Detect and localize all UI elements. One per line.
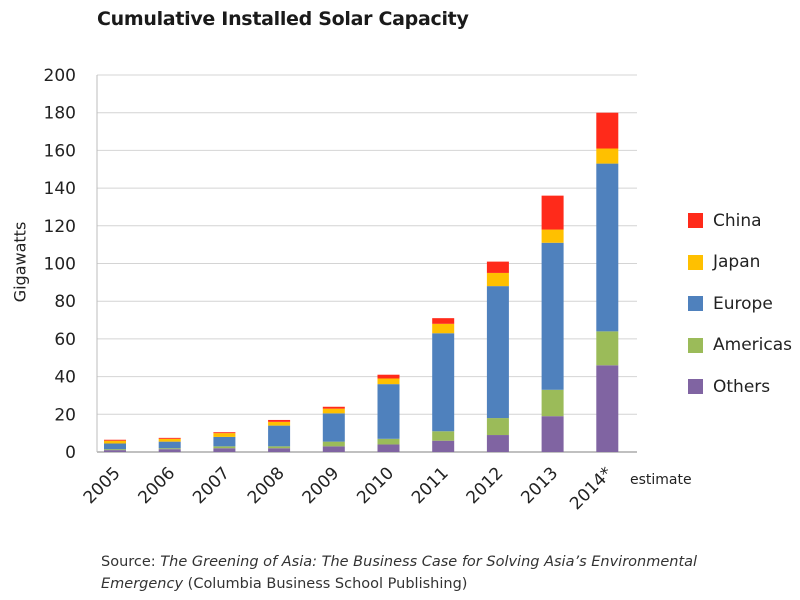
bar-segment-europe-2009 — [322, 413, 345, 442]
bar-segment-japan-2012 — [486, 272, 509, 287]
legend-label: Europe — [713, 293, 773, 314]
bar-segment-europe-2010 — [377, 384, 400, 439]
legend-item-europe: Europe — [688, 283, 792, 325]
bar-segment-others-2011 — [432, 440, 455, 452]
legend-swatch — [688, 296, 703, 312]
y-tick-label: 120 — [44, 217, 76, 237]
bar-segment-china-2011 — [432, 318, 455, 324]
bar-segment-americas-2014 — [596, 331, 619, 366]
x-tick-label: 2008 — [244, 463, 289, 508]
y-tick-label: 0 — [65, 443, 76, 463]
bar-segment-europe-2011 — [432, 333, 455, 432]
x-tick-labels: 2005 2006 2007 2008 2009 2010 2011 2012 2013 2014… — [80, 463, 617, 514]
bar-segment-others-2008 — [268, 448, 291, 452]
y-tick-label: 60 — [54, 330, 76, 350]
bar-segment-others-2009 — [322, 446, 345, 452]
bar-segment-china-2013 — [541, 195, 564, 230]
bar-segment-japan-2006 — [158, 438, 181, 442]
bar-segment-americas-2009 — [322, 441, 345, 447]
bar-segment-americas-2006 — [158, 448, 181, 450]
y-tick-label: 40 — [54, 368, 76, 388]
bar-segment-europe-2007 — [213, 436, 236, 447]
bar-segment-americas-2011 — [432, 431, 455, 441]
bar-segment-japan-2014 — [596, 148, 619, 164]
bar-segment-others-2013 — [541, 416, 564, 452]
bar-segment-europe-2008 — [268, 425, 291, 447]
y-tick-labels: 0 20 40 60 80 100 120 140 160 180 200 — [44, 66, 76, 463]
legend-label: Americas — [713, 335, 792, 356]
y-tick-label: 180 — [44, 104, 76, 124]
bar-segment-china-2005 — [104, 439, 126, 441]
y-tick-label: 200 — [44, 66, 76, 86]
bar-segment-japan-2011 — [432, 323, 455, 334]
bar-segment-americas-2013 — [541, 389, 564, 417]
y-tick-label: 140 — [44, 179, 76, 199]
source-publisher: (Columbia Business School Publishing) — [183, 576, 468, 592]
bar-segment-china-2014 — [596, 112, 619, 149]
legend: China Japan Europe Americas Others — [688, 200, 792, 408]
bar-segment-europe-2013 — [541, 242, 564, 390]
bar-segment-others-2007 — [213, 448, 236, 452]
x-tick-label: 2014* — [566, 463, 617, 514]
x-tick-label: 2013 — [517, 463, 562, 508]
bar-segment-china-2012 — [486, 261, 509, 273]
bar-segment-europe-2005 — [104, 443, 126, 450]
x-tick-label: 2005 — [80, 463, 125, 508]
bar-segment-china-2006 — [158, 437, 181, 439]
bar-segment-china-2008 — [268, 419, 291, 422]
y-tick-label: 20 — [54, 405, 76, 425]
y-tick-label: 80 — [54, 292, 76, 312]
bar-segment-china-2007 — [213, 432, 236, 434]
bars — [104, 112, 619, 452]
bar-segment-europe-2006 — [158, 441, 181, 449]
annotation-estimate: estimate — [630, 472, 692, 488]
y-tick-label: 160 — [44, 141, 76, 161]
bar-segment-japan-2010 — [377, 378, 400, 385]
bar-segment-china-2010 — [377, 374, 400, 379]
legend-swatch — [688, 379, 703, 395]
bar-segment-japan-2007 — [213, 433, 236, 437]
bar-segment-americas-2010 — [377, 438, 400, 445]
source-title: The Greening of Asia: The Business Case … — [101, 554, 698, 592]
bar-segment-others-2010 — [377, 444, 400, 452]
source-prefix: Source: — [101, 554, 161, 570]
legend-label: China — [713, 210, 762, 231]
bar-segment-japan-2009 — [322, 408, 345, 414]
bar-segment-europe-2012 — [486, 286, 509, 419]
legend-item-china: China — [688, 200, 792, 242]
bar-segment-americas-2007 — [213, 446, 236, 449]
bar-segment-china-2009 — [322, 406, 345, 409]
x-tick-label: 2009 — [299, 463, 344, 508]
x-tick-label: 2006 — [134, 463, 179, 508]
bar-segment-americas-2008 — [268, 446, 291, 449]
legend-swatch — [688, 337, 703, 353]
legend-item-americas: Americas — [688, 325, 792, 367]
legend-item-japan: Japan — [688, 242, 792, 284]
legend-label: Japan — [713, 252, 761, 273]
x-tick-label: 2007 — [189, 463, 234, 508]
bar-segment-japan-2013 — [541, 229, 564, 243]
bar-segment-others-2006 — [158, 449, 181, 452]
legend-swatch — [688, 254, 703, 270]
x-tick-label: 2012 — [463, 463, 508, 508]
y-tick-label: 100 — [44, 255, 76, 275]
bar-segment-japan-2008 — [268, 421, 291, 426]
bar-segment-others-2005 — [104, 450, 126, 452]
bar-segment-others-2012 — [486, 435, 509, 452]
bar-segment-japan-2005 — [104, 440, 126, 444]
legend-swatch — [688, 213, 703, 229]
legend-label: Others — [713, 376, 771, 397]
bar-segment-americas-2005 — [104, 449, 126, 451]
x-tick-label: 2010 — [353, 463, 398, 508]
bar-segment-others-2014 — [596, 365, 619, 452]
legend-item-others: Others — [688, 366, 792, 408]
x-tick-label: 2011 — [408, 463, 453, 508]
source-note: Source: The Greening of Asia: The Busine… — [101, 551, 781, 595]
bar-segment-americas-2012 — [486, 418, 509, 436]
chart-title: Cumulative Installed Solar Capacity — [97, 8, 469, 30]
bar-segment-europe-2014 — [596, 163, 619, 332]
